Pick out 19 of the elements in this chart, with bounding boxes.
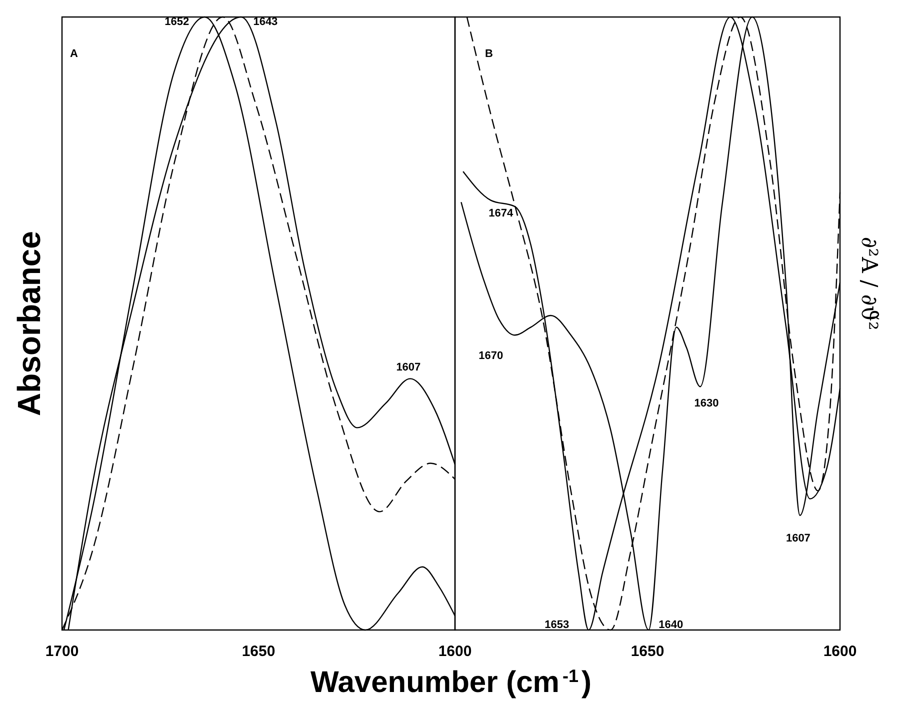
x-tick-label: 1650: [630, 643, 664, 660]
y-axis-title: Absorbance: [11, 231, 47, 416]
x-tick-label: 1600: [438, 643, 472, 660]
annotation: 1640: [658, 619, 684, 631]
annotation: 1607: [396, 362, 421, 374]
annotation: B: [485, 48, 493, 60]
annotation: 1674: [488, 207, 514, 220]
x-tick-label: 1600: [823, 643, 857, 660]
annotation: 1652: [164, 16, 190, 28]
x-tick-label: 1700: [45, 643, 79, 660]
y2-axis-title: ∂²A / ∂ϑ̃²: [856, 236, 881, 330]
x-axis-title: Wavenumber (cm$^{-1}$): [310, 666, 592, 699]
x-tick-label: 1650: [242, 643, 276, 660]
annotation: 1653: [544, 619, 570, 631]
annotation: 1607: [786, 532, 810, 544]
annotation: 1643: [253, 16, 278, 28]
annotation: A: [70, 48, 78, 60]
annotation: 1670: [478, 350, 504, 362]
annotation: 1630: [694, 398, 719, 410]
